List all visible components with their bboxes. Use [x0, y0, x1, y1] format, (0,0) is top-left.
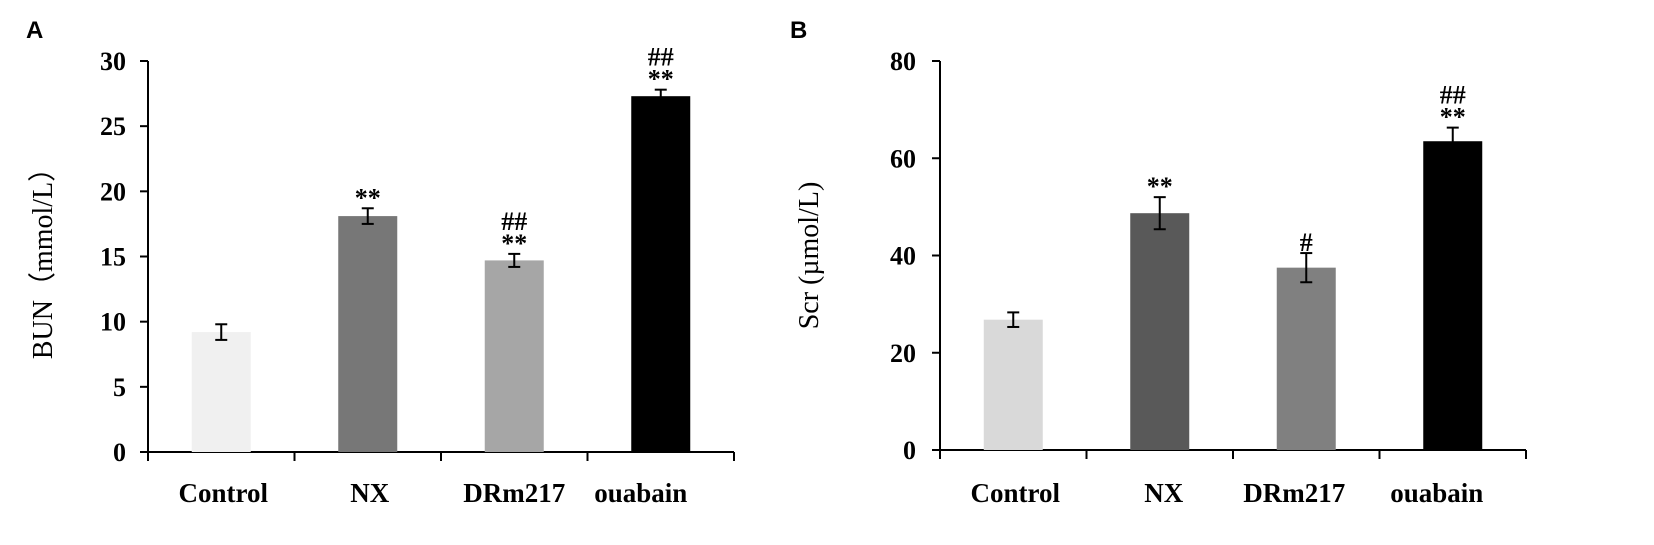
panel-a-significance-hash: ##: [648, 43, 674, 72]
panel-b-significance-stars: #: [1300, 228, 1313, 257]
panel-b-category-label: ouabain: [1390, 478, 1483, 508]
panel-b-significance-hash: ##: [1440, 81, 1466, 110]
panel-b-y-tick-label: 20: [890, 339, 916, 368]
panel-a-bar-nx: [338, 216, 398, 452]
panel-a-category-label: NX: [350, 478, 389, 508]
panel-a-significance-hash: ##: [501, 207, 527, 236]
panel-b-bar-control: [983, 319, 1043, 450]
panel-b-significance-stars: **: [1440, 103, 1466, 132]
panel-a-y-tick-label: 5: [113, 373, 126, 402]
panel-b-significance-stars: **: [1147, 172, 1173, 201]
panel-a-bar-ouabain: [631, 96, 691, 452]
panel-b-category-label: Control: [970, 478, 1060, 508]
panel-a-category-label: DRm217: [463, 478, 565, 508]
panel-a-bar-drm217: [484, 260, 544, 452]
panel-b-bar-ouabain: [1423, 141, 1483, 450]
panel-a-bar-control: [191, 332, 251, 452]
panel-a-y-tick-label: 15: [100, 243, 126, 272]
panel-b-bar-nx: [1130, 213, 1190, 450]
panel-b-y-axis-title: Scr (µmol/L): [794, 182, 825, 330]
panel-a-significance-stars: **: [648, 65, 674, 94]
panel-a-y-tick-label: 30: [100, 47, 126, 76]
panel-a-y-tick-label: 20: [100, 177, 126, 206]
panel-b-y-tick-label: 40: [890, 242, 916, 271]
panel-a-significance-stars: **: [355, 183, 381, 212]
panel-b-letter: B: [790, 17, 807, 44]
panel-b-category-label: NX: [1144, 478, 1183, 508]
panel-a-y-axis-title: BUN（mmol/L）: [27, 154, 59, 359]
panel-b-y-tick-label: 80: [890, 47, 916, 76]
panel-a-category-label: ouabain: [594, 478, 687, 508]
panel-a-y-tick-label: 25: [100, 112, 126, 141]
panel-a-y-tick-label: 0: [113, 438, 126, 467]
panel-a-letter: A: [26, 17, 43, 44]
panel-b-y-tick-label: 0: [903, 436, 916, 465]
panel-a-y-tick-label: 10: [100, 308, 126, 337]
panel-b-bar-drm217: [1276, 267, 1336, 450]
panel-b-y-tick-label: 60: [890, 144, 916, 173]
panel-a-category-label: Control: [178, 478, 268, 508]
panel-a-significance-stars: **: [501, 229, 527, 258]
panel-b-category-label: DRm217: [1243, 478, 1345, 508]
